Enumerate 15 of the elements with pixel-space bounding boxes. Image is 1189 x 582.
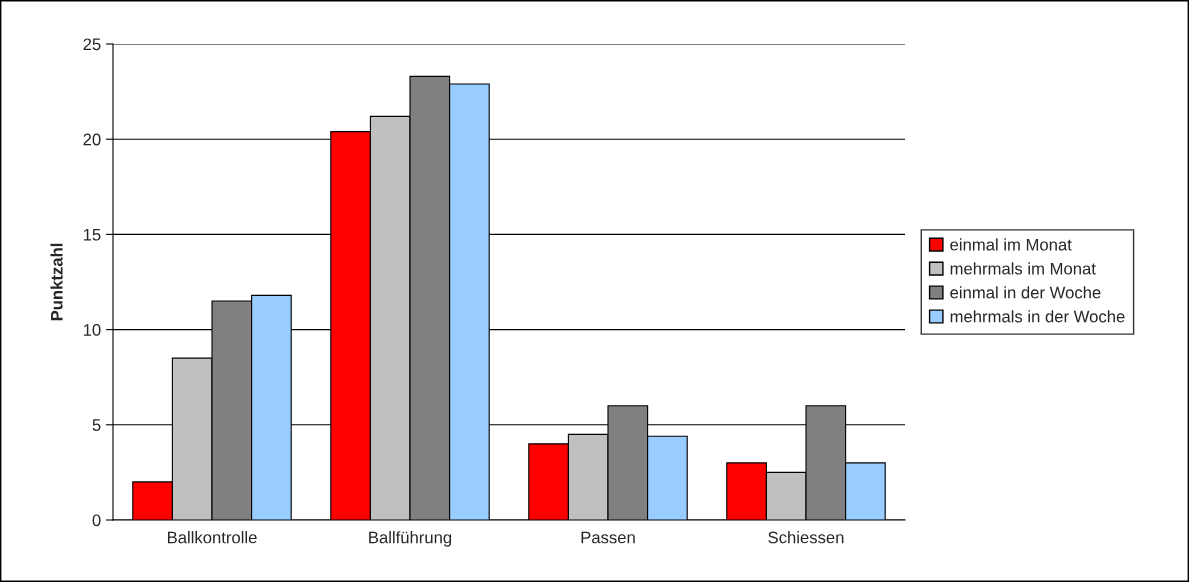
y-tick-label: 20 — [83, 133, 101, 146]
y-tick-label: 15 — [83, 228, 101, 241]
y-tick-label: 25 — [83, 38, 101, 51]
x-tick-label: Passen — [581, 531, 635, 544]
x-tick-label: Ballkontrolle — [167, 531, 257, 544]
y-tick-label: 0 — [92, 514, 101, 527]
legend-label: einmal in der Woche — [950, 286, 1101, 299]
legend-label: einmal im Monat — [950, 238, 1072, 251]
legend-label: mehrmals in der Woche — [950, 310, 1125, 323]
y-tick-label: 5 — [92, 419, 101, 431]
x-tick-label: Ballführung — [369, 531, 452, 547]
legend-label: mehrmals im Monat — [950, 262, 1096, 275]
y-tick-label: 10 — [83, 324, 101, 336]
y-axis-title: Punktzahl — [50, 243, 63, 321]
x-tick-label: Schiessen — [768, 531, 844, 544]
